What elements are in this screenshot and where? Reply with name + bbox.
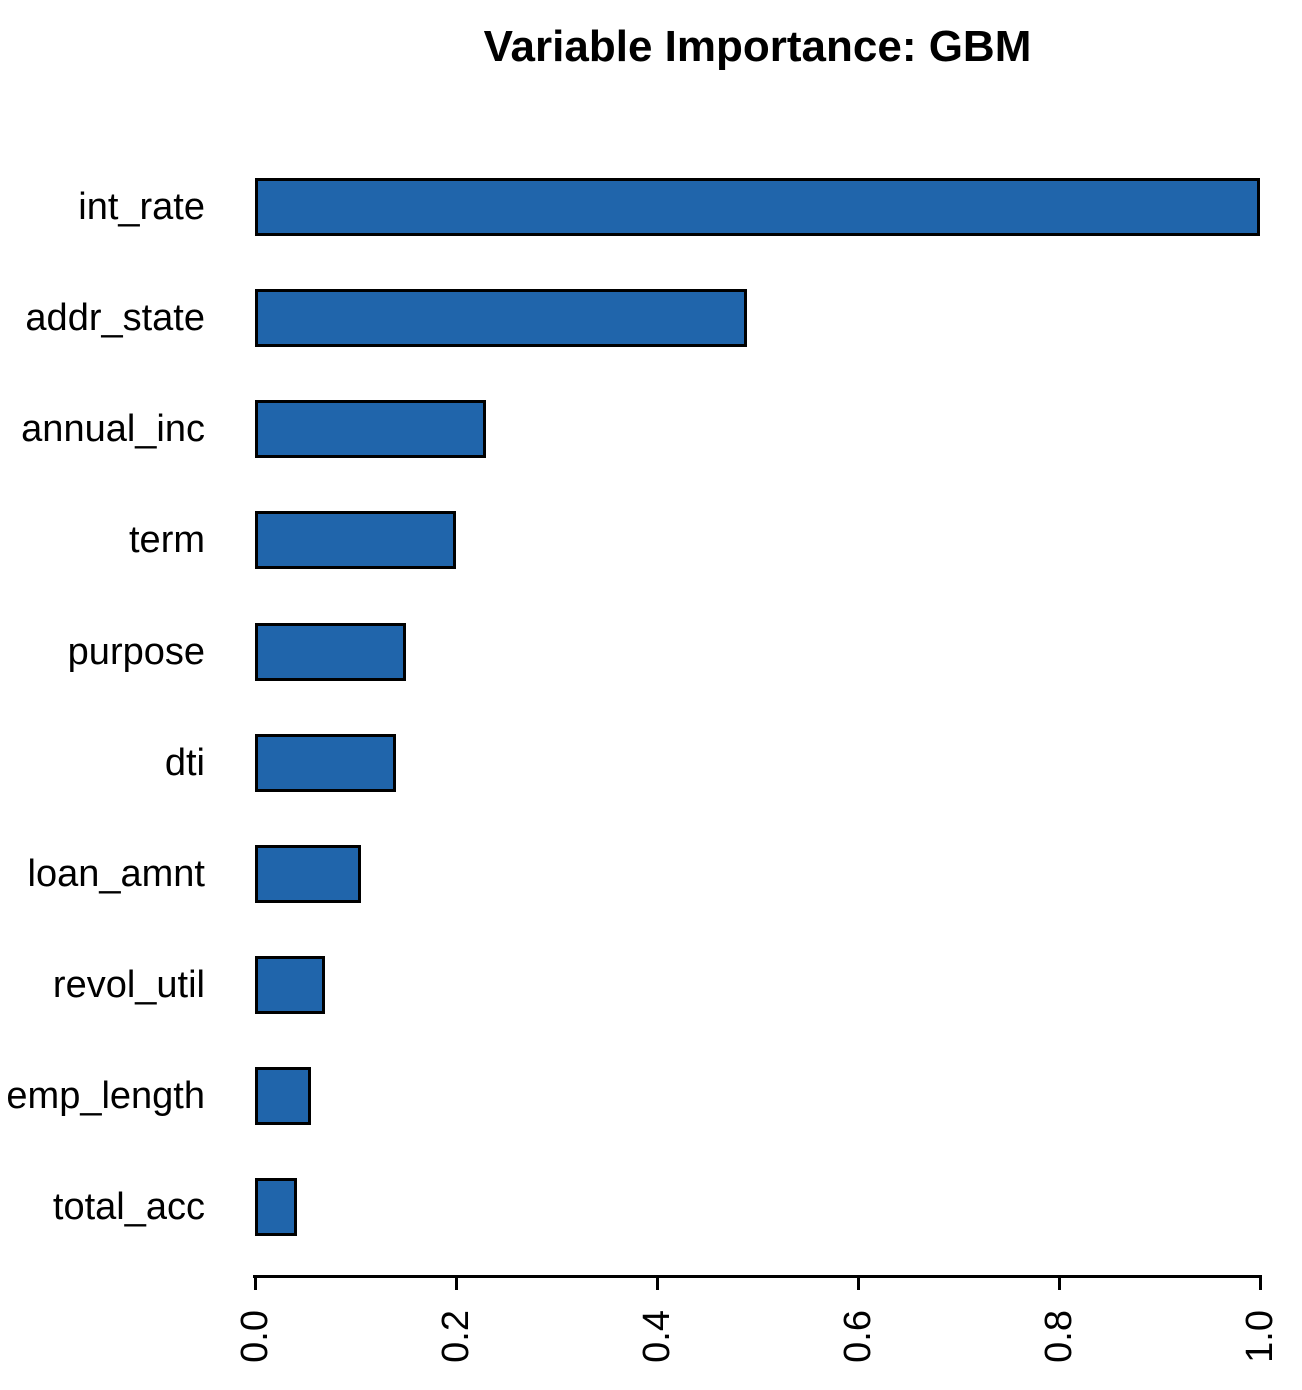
x-tick-mark	[1259, 1277, 1262, 1290]
x-tick-label-wrap: 0.2	[418, 1310, 494, 1363]
bar-loan_amnt	[255, 845, 361, 903]
x-tick-label: 1.0	[1238, 1310, 1281, 1363]
category-label-int_rate: int_rate	[78, 185, 205, 228]
x-tick-mark	[455, 1277, 458, 1290]
bar-dti	[255, 734, 396, 792]
x-tick-label: 0.0	[233, 1310, 276, 1363]
bar-addr_state	[255, 289, 747, 347]
x-tick-label: 0.2	[434, 1310, 477, 1363]
bar-emp_length	[255, 1067, 311, 1125]
x-axis-line	[253, 1275, 1262, 1278]
x-tick-label: 0.6	[836, 1310, 879, 1363]
x-tick-label-wrap: 1.0	[1222, 1310, 1298, 1363]
category-label-purpose: purpose	[67, 630, 205, 673]
x-tick-mark	[254, 1277, 257, 1290]
x-tick-mark	[857, 1277, 860, 1290]
x-tick-mark	[656, 1277, 659, 1290]
bar-total_acc	[255, 1178, 297, 1236]
category-label-emp_length: emp_length	[6, 1074, 205, 1117]
bar-int_rate	[255, 178, 1260, 236]
x-tick-label: 0.8	[1037, 1310, 1080, 1363]
bar-term	[255, 511, 456, 569]
x-tick-label-wrap: 0.8	[1021, 1310, 1097, 1363]
x-tick-label-wrap: 0.4	[619, 1310, 695, 1363]
category-label-total_acc: total_acc	[52, 1185, 205, 1228]
chart-title: Variable Importance: GBM	[483, 22, 1032, 71]
category-label-dti: dti	[164, 741, 205, 784]
bar-annual_inc	[255, 400, 486, 458]
x-tick-label: 0.4	[635, 1310, 678, 1363]
bar-revol_util	[255, 956, 325, 1014]
category-label-addr_state: addr_state	[25, 296, 205, 339]
x-tick-label-wrap: 0.0	[217, 1310, 293, 1363]
category-label-term: term	[129, 518, 205, 561]
category-label-revol_util: revol_util	[52, 963, 205, 1006]
x-tick-label-wrap: 0.6	[820, 1310, 896, 1363]
category-label-annual_inc: annual_inc	[21, 407, 205, 450]
x-tick-mark	[1058, 1277, 1061, 1290]
category-label-loan_amnt: loan_amnt	[27, 852, 205, 895]
bar-purpose	[255, 623, 406, 681]
